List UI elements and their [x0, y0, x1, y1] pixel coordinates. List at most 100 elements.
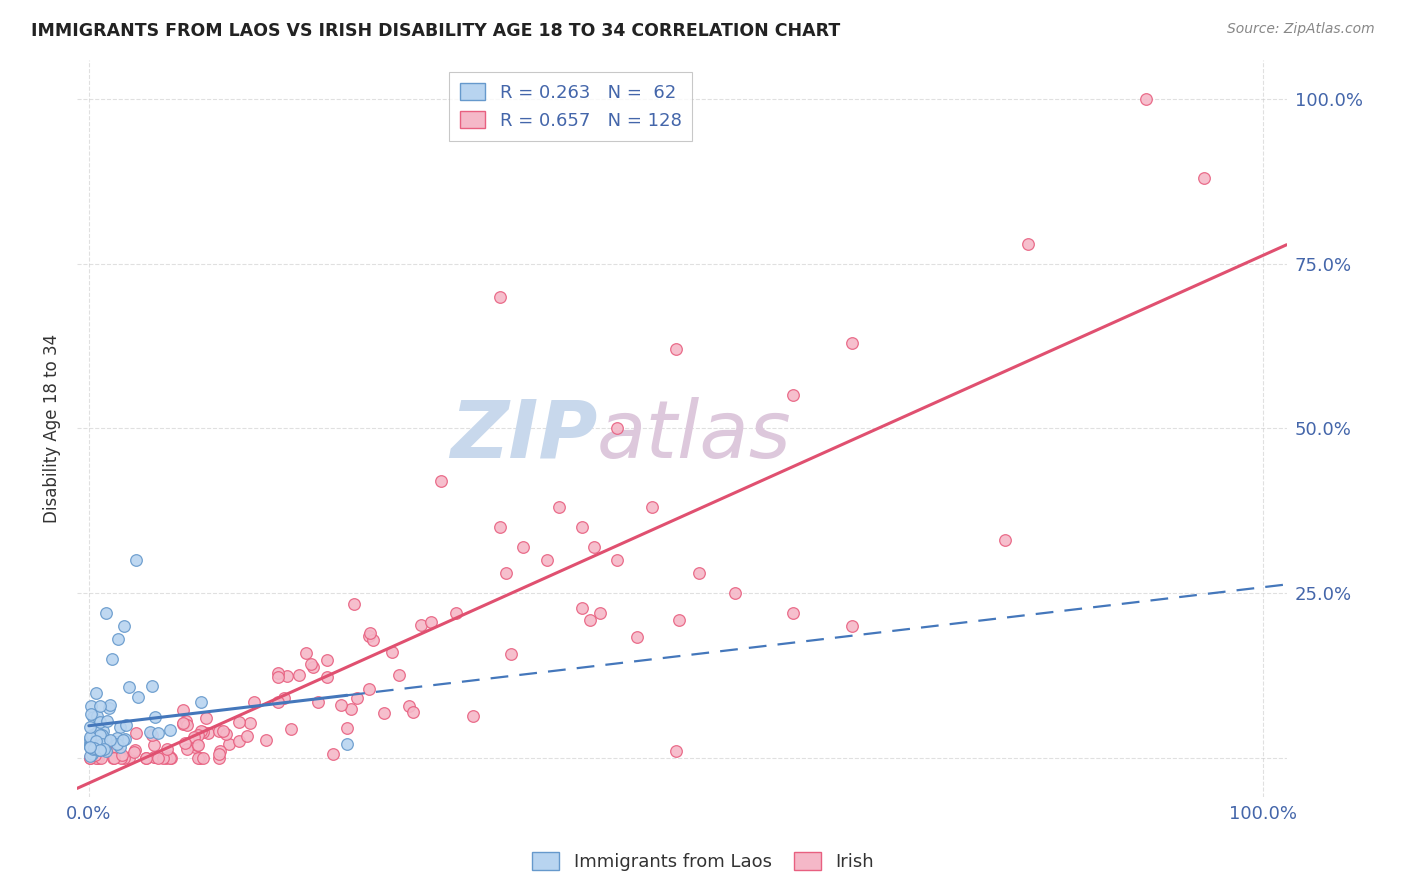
Point: [186, 739, 208, 753]
Point: [571, 601, 593, 615]
Point: [336, 738, 359, 752]
Point: [420, 615, 443, 629]
Point: [87, 738, 110, 752]
Point: [172, 702, 194, 716]
Point: [665, 343, 688, 357]
Point: [841, 619, 863, 633]
Point: [626, 630, 648, 644]
Point: [112, 750, 135, 764]
Point: [1017, 237, 1039, 252]
Point: [242, 694, 264, 708]
Point: [122, 745, 145, 759]
Point: [266, 695, 288, 709]
Point: [103, 750, 125, 764]
Point: [96, 606, 118, 620]
Point: [86, 729, 108, 743]
Point: [103, 743, 125, 757]
Point: [606, 421, 628, 435]
Point: [80, 707, 103, 722]
Point: [578, 613, 600, 627]
Point: [215, 727, 238, 741]
Point: [94, 744, 117, 758]
Point: [80, 698, 103, 713]
Point: [197, 726, 219, 740]
Point: [83, 740, 105, 755]
Point: [98, 698, 121, 713]
Point: [176, 718, 198, 732]
Point: [322, 747, 344, 761]
Point: [176, 742, 198, 756]
Point: [89, 737, 111, 751]
Point: [668, 613, 690, 627]
Point: [118, 680, 141, 694]
Point: [87, 742, 110, 756]
Point: [187, 727, 209, 741]
Point: [184, 740, 207, 755]
Point: [361, 633, 384, 648]
Point: [152, 750, 174, 764]
Point: [444, 606, 467, 620]
Point: [157, 748, 180, 763]
Point: [273, 690, 295, 705]
Point: [463, 709, 485, 723]
Point: [191, 724, 214, 739]
Point: [388, 668, 411, 682]
Point: [82, 742, 104, 756]
Point: [135, 750, 157, 764]
Point: [118, 750, 141, 764]
Point: [124, 743, 146, 757]
Point: [105, 731, 128, 745]
Point: [108, 740, 131, 755]
Point: [307, 695, 329, 709]
Point: [187, 738, 209, 752]
Legend: Immigrants from Laos, Irish: Immigrants from Laos, Irish: [524, 846, 882, 879]
Point: [187, 750, 209, 764]
Point: [79, 730, 101, 744]
Point: [346, 691, 368, 706]
Y-axis label: Disability Age 18 to 34: Disability Age 18 to 34: [44, 334, 60, 523]
Point: [79, 721, 101, 735]
Point: [110, 748, 132, 763]
Point: [688, 566, 710, 581]
Point: [80, 728, 103, 742]
Point: [782, 606, 804, 620]
Point: [571, 520, 593, 534]
Point: [724, 586, 747, 600]
Legend: R = 0.263   N =  62, R = 0.657   N = 128: R = 0.263 N = 62, R = 0.657 N = 128: [449, 72, 692, 141]
Point: [86, 709, 108, 723]
Point: [641, 500, 664, 515]
Point: [359, 682, 381, 697]
Point: [97, 700, 120, 714]
Point: [84, 686, 107, 700]
Point: [547, 500, 569, 515]
Point: [188, 750, 211, 764]
Point: [79, 731, 101, 746]
Point: [1135, 92, 1157, 106]
Point: [94, 731, 117, 746]
Point: [125, 553, 148, 567]
Point: [329, 698, 352, 713]
Point: [254, 733, 277, 747]
Point: [501, 647, 523, 661]
Point: [430, 474, 453, 488]
Point: [402, 705, 425, 719]
Point: [276, 669, 298, 683]
Point: [89, 698, 111, 713]
Point: [359, 629, 381, 643]
Point: [139, 725, 162, 739]
Point: [142, 750, 165, 764]
Point: [105, 741, 128, 756]
Point: [93, 742, 115, 756]
Point: [86, 724, 108, 739]
Point: [143, 750, 166, 764]
Point: [512, 540, 534, 554]
Point: [280, 722, 302, 736]
Point: [105, 734, 128, 748]
Point: [101, 652, 124, 666]
Point: [411, 618, 433, 632]
Point: [160, 750, 183, 764]
Point: [495, 566, 517, 580]
Point: [174, 714, 197, 729]
Point: [146, 750, 169, 764]
Point: [536, 553, 558, 567]
